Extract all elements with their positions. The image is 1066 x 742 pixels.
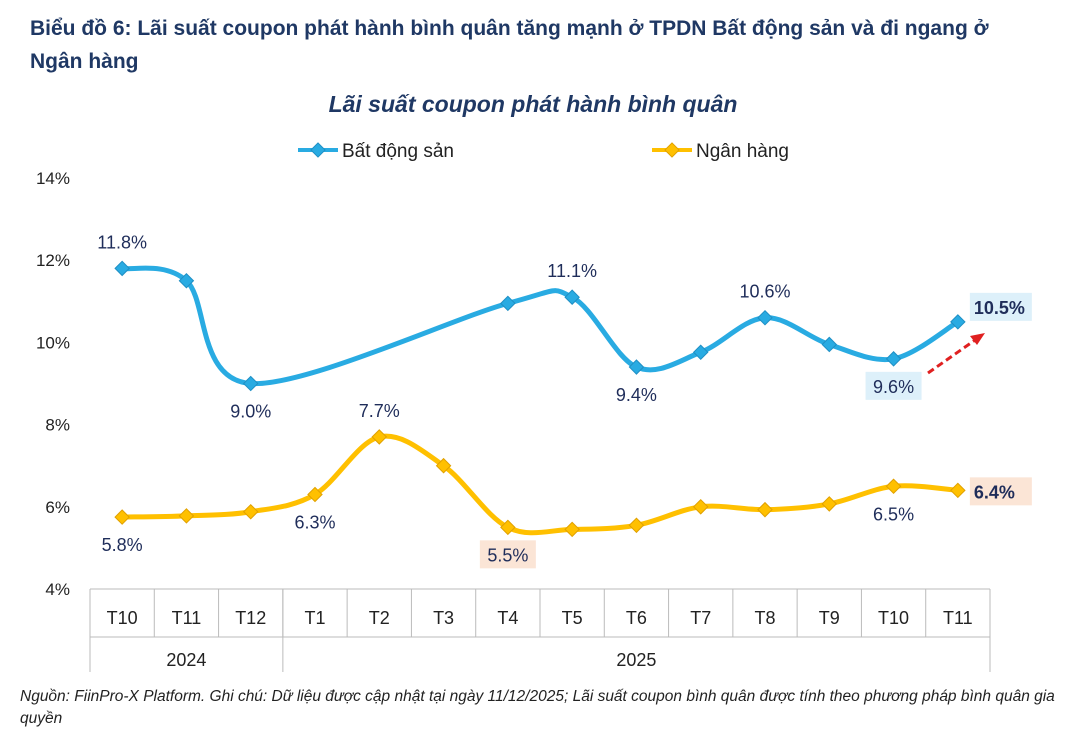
y-tick-label: 4% — [45, 580, 70, 599]
data-point-marker — [821, 496, 838, 512]
data-point-marker — [307, 486, 323, 503]
x-tick-label: T10 — [107, 608, 138, 628]
x-tick-label: T5 — [562, 608, 583, 628]
legend-marker-diamond-icon — [310, 142, 326, 158]
trend-arrow — [927, 336, 979, 375]
y-tick-label: 8% — [45, 416, 70, 435]
data-point-marker — [564, 289, 580, 305]
data-label: 6.4% — [974, 482, 1015, 502]
data-label: 5.5% — [487, 545, 528, 565]
x-tick-label: T9 — [819, 608, 840, 628]
data-point-marker — [950, 314, 966, 330]
data-point-marker — [692, 499, 709, 515]
data-label: 10.5% — [974, 298, 1025, 318]
data-label: 10.6% — [739, 282, 790, 302]
x-tick-label: T2 — [369, 608, 390, 628]
year-label: 2024 — [166, 650, 206, 670]
year-label: 2025 — [616, 650, 656, 670]
data-label-box — [969, 477, 1032, 506]
data-point-marker — [628, 517, 645, 534]
data-label-box — [479, 540, 536, 569]
data-label: 11.8% — [97, 232, 147, 252]
arrow-head-icon — [970, 333, 985, 345]
data-point-marker — [242, 375, 259, 392]
series-line — [119, 433, 961, 536]
data-point-marker — [114, 260, 130, 277]
x-tick-label: T3 — [433, 608, 454, 628]
x-tick-label: T6 — [626, 608, 647, 628]
series-line — [119, 265, 961, 387]
data-label: 5.8% — [102, 535, 143, 555]
x-tick-label: T4 — [497, 608, 518, 628]
data-point-marker — [821, 336, 838, 353]
data-point-marker — [885, 478, 902, 495]
x-tick-label: T8 — [754, 608, 775, 628]
y-tick-label: 14% — [36, 169, 70, 188]
data-label: 9.0% — [230, 402, 271, 422]
data-point-marker — [692, 344, 709, 361]
data-label-box — [865, 371, 922, 400]
data-label: 7.7% — [359, 401, 400, 421]
x-tick-label: T1 — [304, 608, 325, 628]
data-point-marker — [500, 519, 516, 536]
data-point-marker — [242, 503, 259, 520]
legend-label: Bất động sản — [342, 141, 454, 162]
legend-label: Ngân hàng — [696, 141, 789, 162]
data-point-marker — [757, 309, 773, 326]
y-tick-label: 12% — [36, 251, 70, 270]
data-point-marker — [500, 295, 516, 312]
source-note: Nguồn: FiinPro-X Platform. Ghi chú: Dữ l… — [20, 688, 1055, 727]
data-label: 9.4% — [616, 385, 657, 405]
data-point-marker — [950, 482, 966, 499]
x-tick-label: T7 — [690, 608, 711, 628]
data-point-marker — [371, 429, 388, 445]
figure-heading: Biểu đồ 6: Lãi suất coupon phát hành bìn… — [30, 17, 989, 73]
data-point-marker — [564, 521, 580, 538]
data-label: 11.1% — [547, 261, 597, 281]
data-point-marker — [628, 359, 645, 375]
x-tick-label: T11 — [172, 608, 202, 628]
data-point-marker — [178, 272, 195, 289]
data-label-box — [969, 292, 1032, 321]
y-tick-label: 10% — [36, 333, 70, 352]
x-tick-label: T10 — [878, 608, 909, 628]
chart-title: Lãi suất coupon phát hành bình quân — [329, 91, 738, 117]
x-tick-label: T11 — [943, 608, 973, 628]
data-point-marker — [757, 501, 773, 518]
data-point-marker — [435, 457, 452, 474]
y-tick-label: 6% — [45, 498, 70, 517]
data-point-marker — [178, 508, 195, 524]
legend-marker-diamond-icon — [664, 142, 680, 158]
data-label: 6.5% — [873, 504, 914, 524]
x-tick-label: T12 — [235, 608, 266, 628]
data-point-marker — [885, 351, 902, 367]
data-label: 6.3% — [294, 512, 335, 532]
data-point-marker — [114, 509, 130, 525]
data-label: 9.6% — [873, 377, 914, 397]
